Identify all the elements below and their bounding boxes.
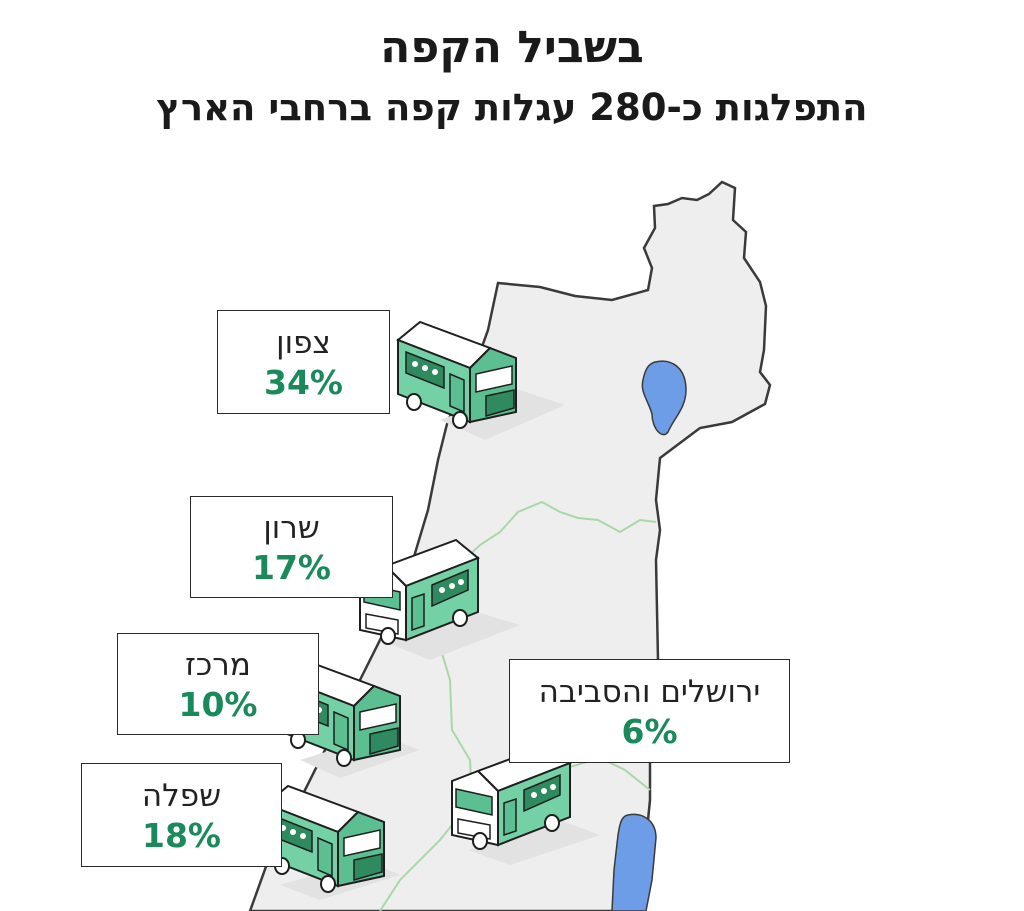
region-label-sharon: שרון 17% <box>190 496 393 598</box>
page-title: בשביל הקפה <box>380 22 644 73</box>
region-percent: 6% <box>621 712 678 751</box>
region-percent: 17% <box>252 548 331 587</box>
sea-of-galilee <box>641 360 687 436</box>
region-label-shfela: שפלה 18% <box>81 763 282 867</box>
region-name: שפלה <box>141 778 222 814</box>
region-label-jerusalem: ירושלים והסביבה 6% <box>509 659 790 763</box>
page-subtitle: התפלגות כ-280 עגלות קפה ברחבי הארץ <box>156 86 868 129</box>
region-name: ירושלים והסביבה <box>538 674 761 710</box>
region-percent: 34% <box>264 363 343 402</box>
dead-sea <box>611 813 657 911</box>
region-percent: 10% <box>178 685 258 724</box>
region-percent: 18% <box>142 816 221 855</box>
region-name: שרון <box>263 510 320 546</box>
region-name: צפון <box>276 325 331 361</box>
region-name: מרכז <box>185 647 251 683</box>
region-label-north: צפון 34% <box>217 310 390 414</box>
region-label-center: מרכז 10% <box>117 633 319 735</box>
